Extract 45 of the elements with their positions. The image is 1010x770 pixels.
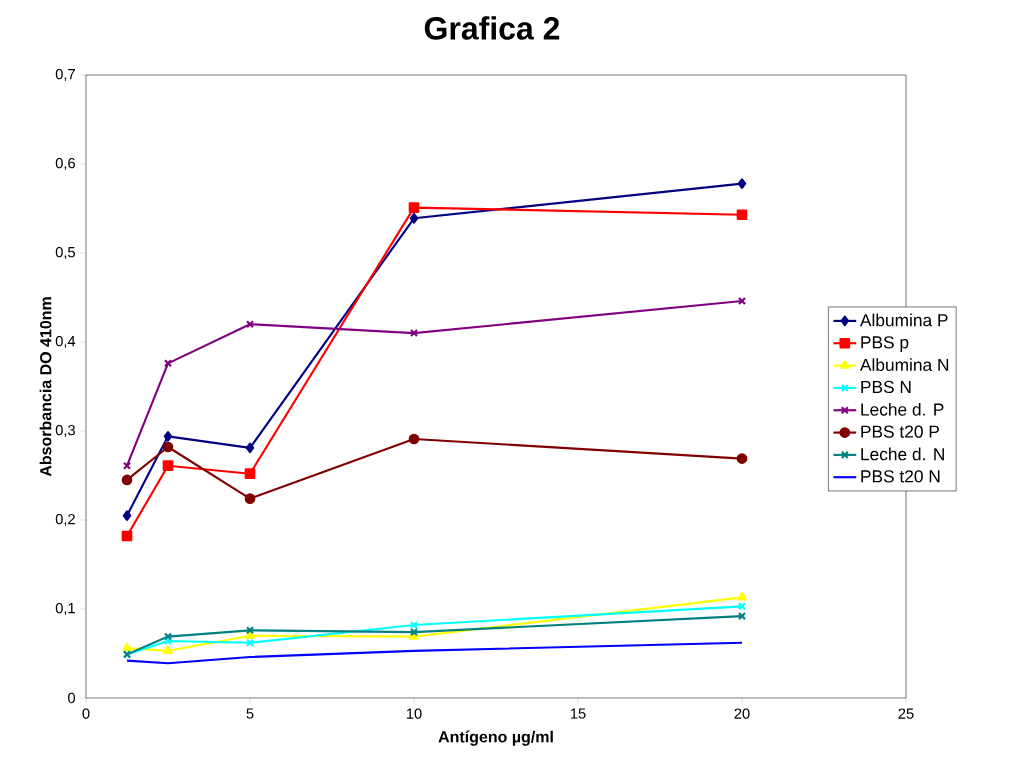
legend-label: Albumina N [859,358,949,372]
point [737,178,747,189]
legend-label: Leche d. N [861,447,944,461]
point [737,592,747,601]
y-tick-label: 0,6 [55,157,75,171]
legend-label: PBS t20 P [861,425,939,438]
y-tick-label: 0,1 [55,602,75,616]
y-axis-title: Absorbancia DO 410nm [39,297,52,477]
line-series [125,641,744,665]
x-tick-label: 15 [570,708,586,719]
point [408,433,420,445]
point [163,430,173,442]
legend-label: PBS t20 N [861,470,940,483]
chart-title: Grafica 2 [424,16,560,40]
point [409,620,419,630]
point [245,442,255,454]
x-tick-label: 20 [734,708,750,719]
point [244,468,256,480]
point [409,212,419,224]
x-tick-label: 25 [898,708,914,719]
y-tick-label: 0,7 [55,68,75,82]
legend-label: PBS N [861,380,911,394]
point [122,510,132,521]
y-tick-label: 0 [68,692,76,704]
point [163,645,173,655]
legend-label: PBS p [861,336,909,352]
point [736,209,748,221]
x-tick-label: 0 [82,708,90,719]
point [162,441,174,453]
point [244,493,256,504]
x-tick-label: 5 [246,708,254,719]
y-tick-label: 0,5 [55,246,75,260]
point [121,474,133,486]
point [408,202,420,213]
legend-label: Albumina P [859,313,948,327]
y-tick-label: 0,4 [55,335,76,349]
point [121,530,133,542]
x-tick-label: 10 [406,708,422,719]
point [162,460,174,472]
point [122,642,132,652]
point [736,453,748,464]
x-axis-title: Antígeno µg/ml [438,730,553,746]
legend-label: Leche d. P [861,402,944,416]
y-tick-label: 0,3 [55,424,75,438]
y-tick-label: 0,2 [55,513,75,527]
